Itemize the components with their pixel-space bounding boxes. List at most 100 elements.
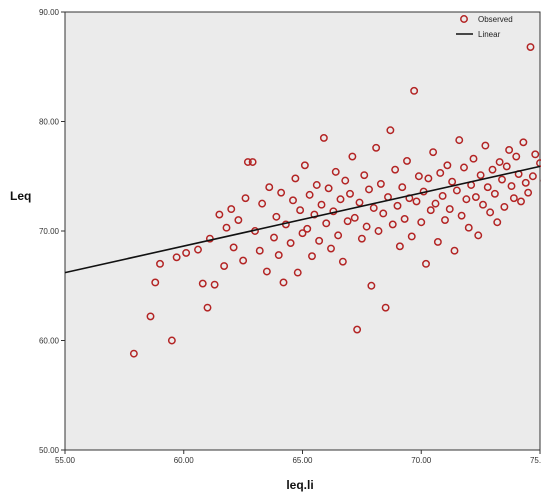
data-point xyxy=(431,199,440,208)
data-point xyxy=(270,233,278,242)
data-point xyxy=(372,143,381,152)
y-axis-title: Leq xyxy=(10,189,31,203)
data-point xyxy=(277,188,286,197)
x-axis-ticks: 55.00 60.00 65.00 70.00 75.00 xyxy=(55,450,541,465)
data-point xyxy=(393,201,402,210)
data-point xyxy=(381,303,390,312)
data-point xyxy=(422,259,430,268)
data-point xyxy=(490,189,499,198)
data-point xyxy=(502,162,511,171)
data-point xyxy=(481,141,490,150)
data-point xyxy=(129,349,138,358)
data-point xyxy=(317,200,326,209)
data-point xyxy=(521,178,530,187)
data-point xyxy=(479,200,487,209)
y-tick-label: 70.00 xyxy=(39,227,60,236)
data-point xyxy=(362,222,371,231)
data-point xyxy=(360,171,369,180)
data-point xyxy=(460,163,468,172)
data-point xyxy=(334,231,343,240)
data-point xyxy=(350,213,359,222)
data-point xyxy=(289,196,297,205)
data-point xyxy=(319,133,328,142)
data-point xyxy=(357,234,366,243)
x-tick-label: 75.00 xyxy=(530,456,541,465)
data-point xyxy=(536,159,541,168)
data-point xyxy=(222,223,231,232)
data-point xyxy=(471,193,480,202)
data-point xyxy=(505,146,514,154)
data-point xyxy=(310,210,319,219)
data-point xyxy=(365,185,373,194)
data-point xyxy=(239,256,248,265)
data-point xyxy=(327,244,335,253)
data-point xyxy=(336,195,345,204)
data-point xyxy=(156,259,164,268)
data-point xyxy=(464,223,473,232)
x-tick-label: 70.00 xyxy=(411,456,432,465)
data-point xyxy=(308,252,316,261)
data-point xyxy=(274,251,283,260)
y-tick-label: 60.00 xyxy=(39,337,60,346)
data-point xyxy=(296,206,305,215)
data-point xyxy=(331,167,340,176)
data-point xyxy=(279,278,288,287)
data-point xyxy=(146,312,155,321)
data-point xyxy=(312,181,321,189)
data-point xyxy=(205,234,214,243)
data-point xyxy=(507,182,516,191)
data-point xyxy=(388,220,397,229)
data-point xyxy=(258,199,267,208)
data-point xyxy=(300,161,309,170)
data-point xyxy=(227,205,236,214)
data-point xyxy=(457,211,466,220)
data-point xyxy=(398,183,407,192)
data-point xyxy=(355,198,364,207)
data-point xyxy=(346,189,354,198)
data-point xyxy=(324,184,333,193)
data-point xyxy=(526,43,535,51)
data-point xyxy=(414,172,423,181)
data-point xyxy=(367,281,376,290)
y-tick-label: 80.00 xyxy=(39,118,60,127)
data-point xyxy=(293,268,302,277)
data-point xyxy=(528,172,537,181)
data-point xyxy=(315,236,324,245)
data-point xyxy=(395,242,404,251)
legend: Observed Linear xyxy=(456,15,513,39)
data-point xyxy=(403,156,411,165)
data-point xyxy=(417,218,426,227)
data-point xyxy=(286,239,295,247)
data-point xyxy=(486,208,495,217)
y-tick-label: 50.00 xyxy=(39,446,60,455)
data-point xyxy=(353,325,362,334)
data-point xyxy=(210,280,219,289)
data-point xyxy=(412,197,421,206)
data-point xyxy=(262,267,271,276)
data-point xyxy=(476,171,485,180)
data-point xyxy=(519,138,528,147)
data-point xyxy=(272,212,281,221)
data-point xyxy=(462,195,471,204)
data-point xyxy=(498,175,506,184)
data-point xyxy=(298,229,307,238)
data-point xyxy=(455,136,464,145)
data-point xyxy=(493,218,502,227)
data-point xyxy=(215,210,224,219)
legend-observed-marker xyxy=(460,15,468,23)
data-point xyxy=(167,336,176,345)
data-point xyxy=(151,278,160,287)
y-tick-label: 90.00 xyxy=(39,8,60,17)
data-point xyxy=(248,158,257,166)
data-point xyxy=(265,183,274,192)
data-point xyxy=(391,165,400,174)
legend-observed-label: Observed xyxy=(478,15,513,24)
data-point xyxy=(474,231,483,240)
data-point xyxy=(243,158,252,166)
data-point xyxy=(379,209,388,218)
data-point xyxy=(429,148,438,157)
data-point xyxy=(448,177,457,186)
data-point xyxy=(229,243,238,252)
data-point xyxy=(305,190,314,199)
